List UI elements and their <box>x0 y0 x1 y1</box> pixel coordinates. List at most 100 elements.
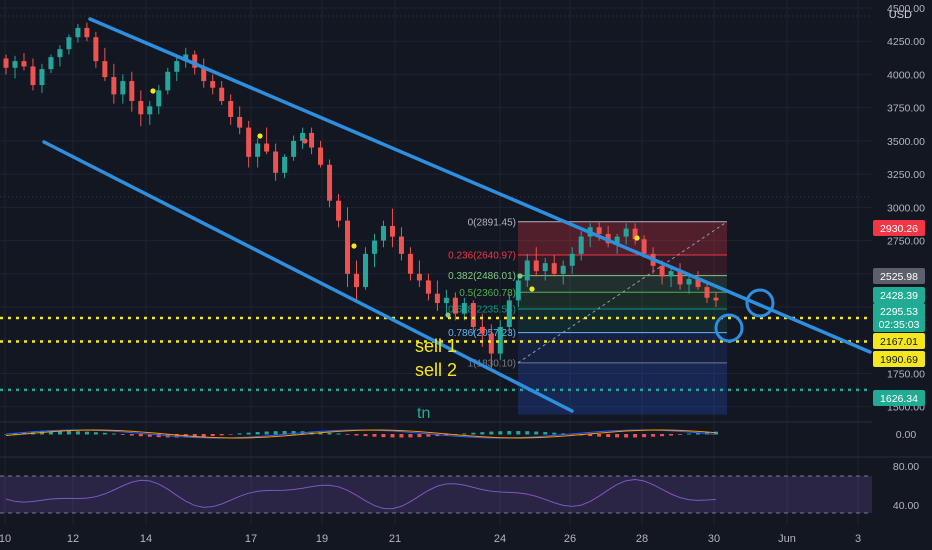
candle-body <box>336 200 342 221</box>
candle-body <box>443 297 449 304</box>
signal-dot <box>351 243 357 249</box>
time-axis[interactable]: 10 12 14 17 19 21 24 26 28 30 Jun 3 <box>0 533 861 545</box>
price-badge-label: 2930.26 <box>880 223 918 235</box>
price-badge-label: 1990.69 <box>880 354 918 366</box>
candle-body <box>75 27 81 38</box>
rsi-tick-label: 80.00 <box>893 461 919 473</box>
horizontal-levels[interactable] <box>0 316 872 392</box>
macd-histogram-bar <box>246 432 251 435</box>
candle-body <box>380 225 386 241</box>
price-tick-label: 3500.00 <box>887 136 925 148</box>
time-tick-label: 24 <box>494 533 506 545</box>
price-badge <box>873 303 925 319</box>
macd-histogram-bar <box>192 434 197 438</box>
fib-level-label: 0.382(2486.01) <box>448 271 516 282</box>
text-annotations[interactable]: sell 1 sell 2 tn <box>415 336 457 422</box>
candle-body <box>228 101 234 117</box>
price-badge-label: 2428.39 <box>880 290 918 302</box>
fib-level-label: 0.618(2235.54) <box>448 304 516 315</box>
annotation-sell-1: sell 1 <box>415 336 457 356</box>
signal-dot <box>529 286 535 292</box>
price-badge <box>873 351 925 367</box>
macd-histogram-bar <box>48 431 53 435</box>
fib-level-label: 0.236(2640.97) <box>448 251 516 262</box>
candle-body <box>668 271 674 277</box>
rsi-line <box>5 479 717 510</box>
candle-body <box>354 273 360 288</box>
circle-drawings[interactable] <box>714 288 775 343</box>
fib-zone <box>518 292 727 309</box>
candle-body <box>102 61 108 78</box>
time-tick-label: 14 <box>140 533 152 545</box>
time-tick-label: 17 <box>245 533 257 545</box>
signal-dot <box>634 235 640 241</box>
macd-histogram-bar <box>273 431 278 435</box>
macd-histogram-bar <box>102 432 107 435</box>
rsi-pane: 80.00 40.00 <box>0 456 932 514</box>
macd-histogram-bar <box>660 434 665 437</box>
macd-histogram-bar <box>525 431 530 435</box>
circle-marker <box>714 313 744 343</box>
macd-histogram-bar <box>219 434 224 436</box>
macd-histogram-bar <box>12 433 17 435</box>
candle-body <box>84 27 90 38</box>
candle-body <box>255 143 261 157</box>
signal-dot <box>445 312 451 318</box>
macd-tick-label: 0.00 <box>896 429 917 441</box>
price-badge <box>873 220 925 236</box>
macd-histogram-bar <box>552 432 557 435</box>
candle-body <box>246 127 252 157</box>
macd-histogram-bar <box>561 433 566 435</box>
macd-histogram-bar <box>606 434 611 438</box>
signal-dot <box>150 88 156 94</box>
price-badge-label: 2295.53 <box>880 306 918 318</box>
candle-body <box>596 227 602 234</box>
candle-body <box>192 54 198 68</box>
candle-body <box>560 265 566 274</box>
candle-body <box>551 263 557 274</box>
macd-histogram-bar <box>390 434 395 438</box>
candle-body <box>641 239 647 254</box>
candle-body <box>452 297 458 314</box>
candle-body <box>48 57 54 70</box>
macd-histogram-bar <box>75 431 80 435</box>
macd-histogram-bar <box>615 434 620 438</box>
macd-histogram-bar <box>480 432 485 435</box>
candle-body <box>282 156 288 173</box>
macd-histogram-bar <box>147 434 152 437</box>
candle-body <box>632 228 638 240</box>
time-tick-label: 10 <box>0 533 11 545</box>
candlestick-series <box>3 22 719 370</box>
signal-dot <box>517 273 523 279</box>
fib-retracement[interactable]: 0(2891.45) 0.236(2640.97) 0.382(2486.01) 0.… <box>448 217 728 415</box>
channel-line <box>88 17 872 354</box>
candle-body <box>30 66 36 86</box>
macd-histogram-bar <box>399 434 404 438</box>
fib-zone <box>518 221 727 256</box>
candle-body <box>425 280 431 294</box>
candle-body <box>327 164 333 201</box>
macd-histogram-bar <box>255 432 260 435</box>
candle-body <box>3 58 9 68</box>
macd-histogram-bar <box>489 431 494 435</box>
macd-histogram-bar <box>498 431 503 435</box>
candle-body <box>524 260 530 281</box>
candle-body <box>533 260 539 272</box>
macd-histogram-bar <box>696 432 701 435</box>
macd-histogram-bar <box>462 433 467 435</box>
price-badge-label: 1626.34 <box>880 393 918 405</box>
trend-channel[interactable] <box>42 17 872 413</box>
candle-body <box>371 240 377 254</box>
candle-body <box>695 279 701 288</box>
macd-histogram-bar <box>408 434 413 438</box>
price-tick-label: 4250.00 <box>887 36 925 48</box>
candle-body <box>129 81 135 102</box>
candle-body <box>569 253 575 266</box>
candle-body <box>93 37 99 62</box>
fib-level-label: 0(2891.45) <box>468 217 516 228</box>
currency-label: USD <box>889 9 912 21</box>
candle-body <box>210 81 216 88</box>
macd-histogram-bar <box>318 432 323 435</box>
